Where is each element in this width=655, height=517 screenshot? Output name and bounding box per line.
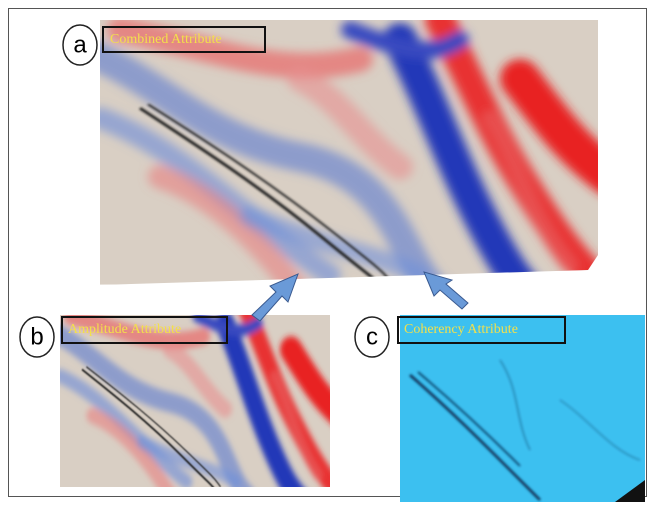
panel-label: Coherency Attribute <box>404 322 518 337</box>
panel-badge <box>19 316 55 358</box>
panel-letter: b <box>30 323 43 350</box>
arrow <box>423 271 469 310</box>
label-box <box>397 316 566 344</box>
panel-letter: a <box>73 31 87 58</box>
panel-badge <box>354 316 390 358</box>
label-box <box>102 26 266 53</box>
panel-label: Amplitude Attribute <box>68 322 181 337</box>
panel-label: Combined Attribute <box>110 32 222 47</box>
coherency-image <box>400 315 645 502</box>
amplitude-image <box>49 310 341 501</box>
arrow <box>251 273 299 322</box>
panel-badge <box>62 24 98 66</box>
combined-image <box>80 20 610 304</box>
label-box <box>61 316 228 344</box>
panel-letter: c <box>366 323 378 350</box>
arrows <box>251 271 469 322</box>
frame <box>8 8 647 497</box>
